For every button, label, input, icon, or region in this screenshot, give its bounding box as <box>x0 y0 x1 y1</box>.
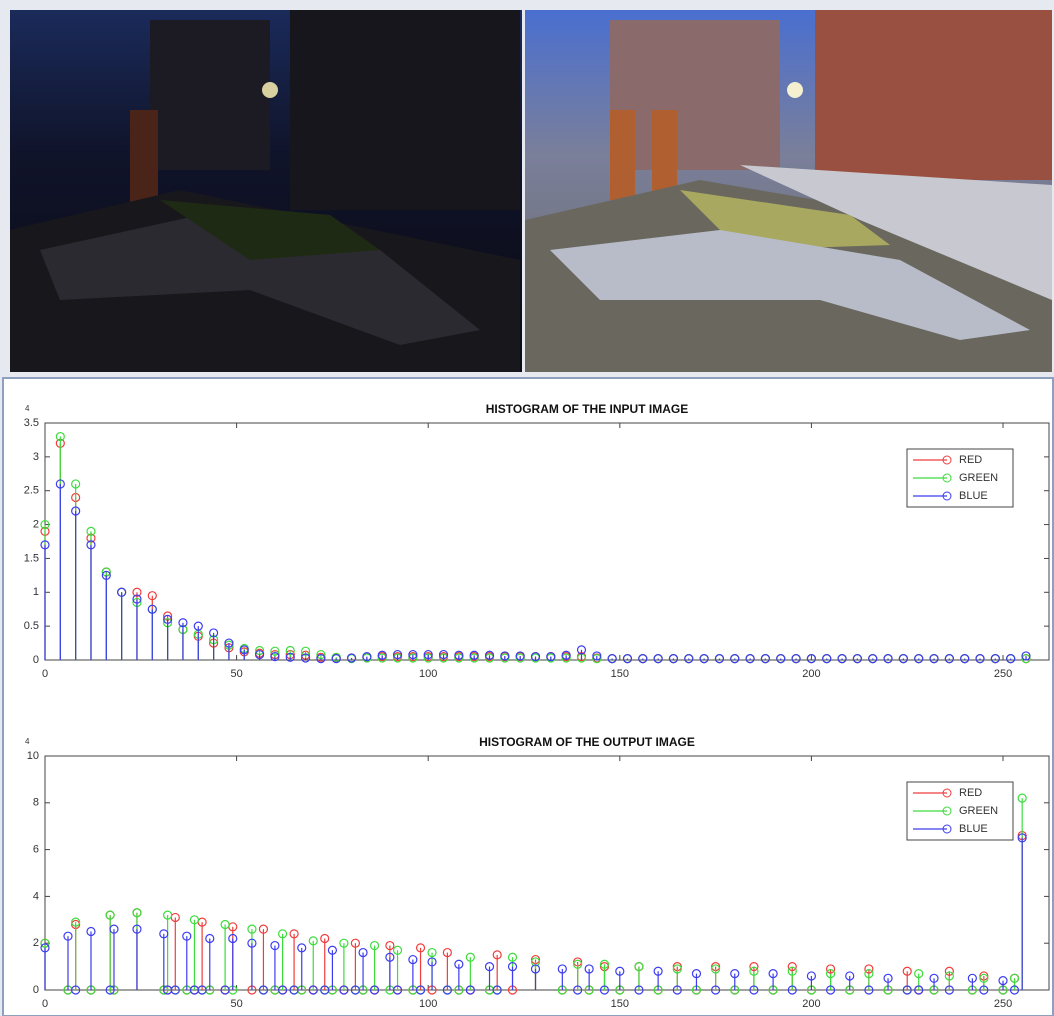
y-tick-label: 3.5 <box>24 417 39 429</box>
x-tick-label: 150 <box>611 668 629 680</box>
y-multiplier: 4 <box>25 404 30 413</box>
y-multiplier: 4 <box>25 737 30 746</box>
y-exponent: 4 <box>25 737 30 746</box>
x-tick-label: 100 <box>419 998 437 1010</box>
output-photo <box>525 10 1052 372</box>
y-exponent: 4 <box>25 404 30 413</box>
x-tick-label: 200 <box>802 668 820 680</box>
legend-label: RED <box>959 454 982 466</box>
chart-title: HISTOGRAM OF THE OUTPUT IMAGE <box>479 735 695 749</box>
y-tick-label: 4 <box>33 890 39 902</box>
x-tick-label: 50 <box>230 998 242 1010</box>
y-tick-label: 2 <box>33 518 39 530</box>
x-tick-label: 200 <box>802 998 820 1010</box>
y-tick-label: 6 <box>33 844 39 856</box>
y-tick-label: 3 <box>33 451 39 463</box>
x-tick-label: 250 <box>994 998 1012 1010</box>
y-tick-label: 2.5 <box>24 485 39 497</box>
legend-label: BLUE <box>959 823 988 835</box>
y-tick-label: 0 <box>33 984 39 996</box>
x-tick-label: 0 <box>42 668 48 680</box>
y-tick-label: 0.5 <box>24 620 39 632</box>
legend-label: GREEN <box>959 472 998 484</box>
x-tick-label: 0 <box>42 998 48 1010</box>
y-tick-label: 0 <box>33 654 39 666</box>
legend-label: RED <box>959 787 982 799</box>
y-tick-label: 10 <box>27 750 39 762</box>
y-tick-label: 1.5 <box>24 552 39 564</box>
x-tick-label: 150 <box>611 998 629 1010</box>
page: HISTOGRAM OF THE INPUT IMAGE 4 0 0.5 1 1.5 2 2.… <box>0 0 1054 1016</box>
plot-area <box>45 756 1049 990</box>
input-photo <box>10 10 522 372</box>
legend-label: BLUE <box>959 490 988 502</box>
y-tick-label: 2 <box>33 937 39 949</box>
y-tick-label: 8 <box>33 797 39 809</box>
x-tick-label: 100 <box>419 668 437 680</box>
y-tick-label: 1 <box>33 586 39 598</box>
chart-title: HISTOGRAM OF THE INPUT IMAGE <box>486 402 688 416</box>
x-tick-label: 250 <box>994 668 1012 680</box>
legend-label: GREEN <box>959 805 998 817</box>
screenshot: HISTOGRAM OF THE INPUT IMAGE 4 0 0.5 1 1.5 2 2.… <box>0 0 1054 1016</box>
x-tick-label: 50 <box>230 668 242 680</box>
plot-area <box>45 423 1049 660</box>
